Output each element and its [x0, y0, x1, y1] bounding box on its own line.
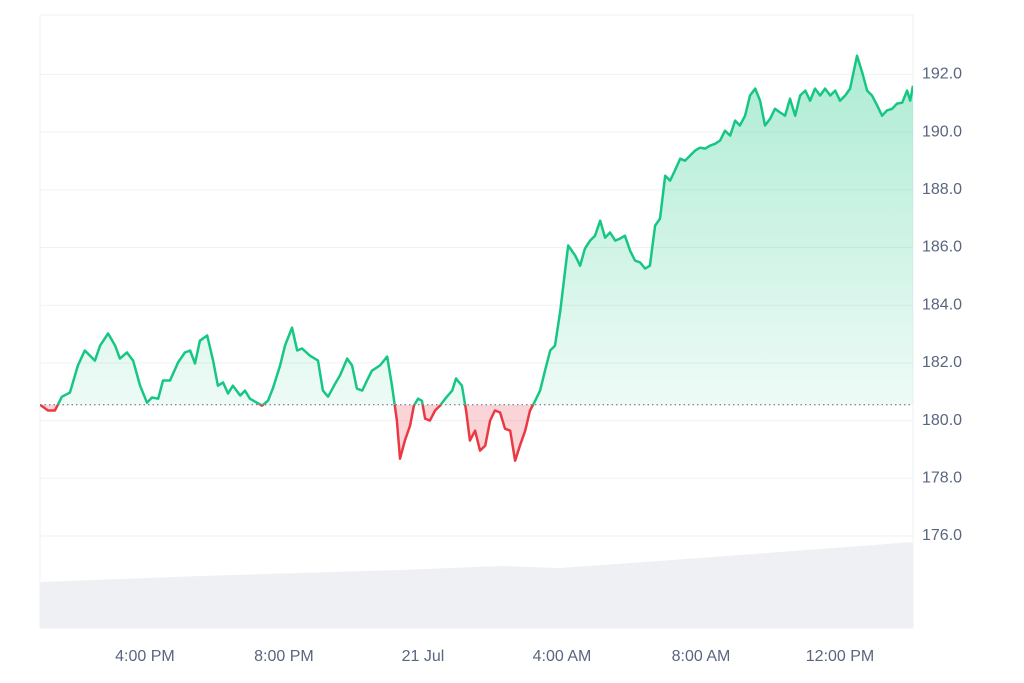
- x-tick-label: 12:00 PM: [806, 648, 874, 665]
- y-tick-label: 186.0: [922, 239, 962, 256]
- x-tick-label: 8:00 AM: [672, 648, 731, 665]
- area-above: [40, 55, 913, 405]
- x-tick-label: 8:00 PM: [254, 648, 314, 665]
- y-tick-label: 178.0: [922, 470, 962, 487]
- y-tick-label: 190.0: [922, 123, 962, 140]
- y-tick-label: 180.0: [922, 412, 962, 429]
- y-tick-label: 184.0: [922, 296, 962, 313]
- y-tick-label: 182.0: [922, 354, 962, 371]
- area-below: [40, 404, 534, 461]
- volume-area: [40, 542, 913, 628]
- price-line-below: [40, 404, 535, 462]
- price-line: [40, 54, 913, 405]
- x-tick-label: 21 Jul: [402, 648, 445, 665]
- y-tick-label: 188.0: [922, 181, 962, 198]
- y-tick-label: 192.0: [922, 66, 962, 83]
- y-tick-label: 176.0: [922, 527, 962, 544]
- x-tick-label: 4:00 AM: [533, 648, 592, 665]
- x-tick-label: 4:00 PM: [115, 648, 175, 665]
